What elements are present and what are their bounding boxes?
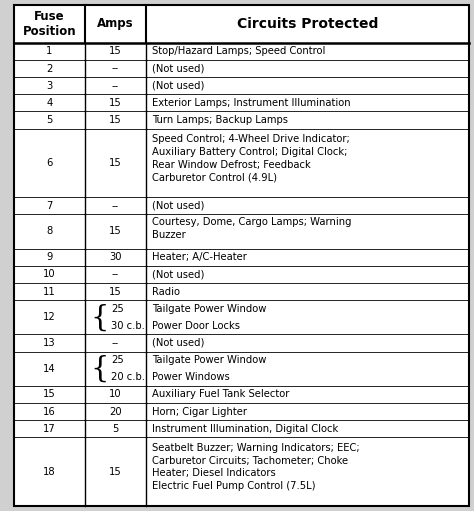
Text: (Not used): (Not used) [152,81,204,91]
Text: (Not used): (Not used) [152,63,204,74]
Text: --: -- [112,338,119,348]
Text: 15: 15 [109,287,122,296]
Text: 10: 10 [109,389,122,400]
Text: 7: 7 [46,201,53,211]
Text: Speed Control; 4-Wheel Drive Indicator;
Auxiliary Battery Control; Digital Clock: Speed Control; 4-Wheel Drive Indicator; … [152,134,350,182]
Text: 20 c.b.: 20 c.b. [111,373,145,382]
Text: 15: 15 [109,98,122,108]
Text: 15: 15 [109,115,122,125]
Text: 11: 11 [43,287,56,296]
Text: Instrument Illumination, Digital Clock: Instrument Illumination, Digital Clock [152,424,338,434]
Text: Courtesy, Dome, Cargo Lamps; Warning
Buzzer: Courtesy, Dome, Cargo Lamps; Warning Buz… [152,217,351,240]
Text: Power Door Locks: Power Door Locks [152,321,240,331]
Text: --: -- [112,269,119,280]
Text: 3: 3 [46,81,53,91]
Text: 10: 10 [43,269,56,280]
Text: 9: 9 [46,252,53,262]
Text: (Not used): (Not used) [152,201,204,211]
Text: 5: 5 [46,115,53,125]
Text: {: { [91,355,109,383]
Text: 15: 15 [109,226,122,237]
Text: Horn; Cigar Lighter: Horn; Cigar Lighter [152,407,247,416]
Text: {: { [91,303,109,331]
Text: --: -- [112,81,119,91]
Text: 25: 25 [111,304,124,314]
Text: 20: 20 [109,407,122,416]
Text: 30 c.b.: 30 c.b. [111,321,145,331]
Text: 15: 15 [43,389,56,400]
Text: 5: 5 [112,424,118,434]
Text: Exterior Lamps; Instrument Illumination: Exterior Lamps; Instrument Illumination [152,98,350,108]
Text: 25: 25 [111,355,124,365]
Text: --: -- [112,63,119,74]
Text: 18: 18 [43,467,56,477]
Text: 15: 15 [109,467,122,477]
Text: 14: 14 [43,364,56,374]
Text: Tailgate Power Window: Tailgate Power Window [152,304,266,314]
Text: Power Windows: Power Windows [152,373,229,382]
Text: 30: 30 [109,252,122,262]
Text: 16: 16 [43,407,56,416]
Text: 2: 2 [46,63,53,74]
Text: Auxiliary Fuel Tank Selector: Auxiliary Fuel Tank Selector [152,389,289,400]
Text: 1: 1 [46,47,53,56]
Text: 8: 8 [46,226,53,237]
Text: 6: 6 [46,158,53,168]
Text: Radio: Radio [152,287,180,296]
Text: Amps: Amps [97,17,134,31]
Text: Turn Lamps; Backup Lamps: Turn Lamps; Backup Lamps [152,115,288,125]
Text: 13: 13 [43,338,56,348]
Text: Circuits Protected: Circuits Protected [237,17,378,31]
Text: 17: 17 [43,424,56,434]
Text: 15: 15 [109,47,122,56]
Text: 12: 12 [43,312,56,322]
Text: 15: 15 [109,158,122,168]
Text: (Not used): (Not used) [152,338,204,348]
Text: Heater; A/C-Heater: Heater; A/C-Heater [152,252,247,262]
Text: Stop/Hazard Lamps; Speed Control: Stop/Hazard Lamps; Speed Control [152,47,325,56]
Text: (Not used): (Not used) [152,269,204,280]
Text: Tailgate Power Window: Tailgate Power Window [152,355,266,365]
Text: Fuse
Position: Fuse Position [23,10,76,38]
Text: Seatbelt Buzzer; Warning Indicators; EEC;
Carburetor Circuits; Tachometer; Choke: Seatbelt Buzzer; Warning Indicators; EEC… [152,443,359,491]
Text: --: -- [112,201,119,211]
Text: 4: 4 [46,98,53,108]
